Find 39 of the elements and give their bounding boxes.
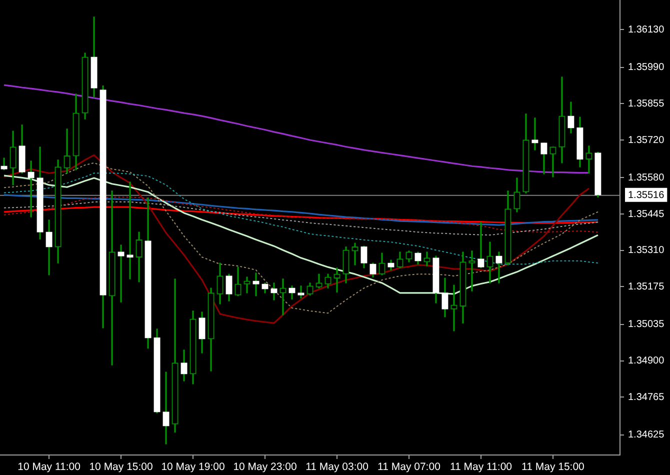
- candlestick: [162, 372, 170, 444]
- candlestick: [252, 272, 260, 296]
- y-tick-label: 1.35310: [628, 245, 665, 256]
- y-tick-label: 1.34625: [628, 430, 665, 441]
- x-tick-label: 11 May 03:00: [306, 461, 369, 474]
- y-tick-label: 1.35445: [628, 208, 665, 220]
- candlestick: [496, 252, 502, 284]
- y-tick-label: 1.35990: [628, 62, 665, 74]
- candlestick: [352, 242, 358, 266]
- candlestick: [118, 244, 124, 302]
- y-tick-label: 1.35175: [628, 281, 665, 292]
- y-tick-label: 1.34900: [628, 356, 665, 367]
- y-tick-label: 1.35855: [628, 98, 665, 110]
- y-tick-label: 1.36130: [628, 24, 665, 36]
- candlestick: [244, 276, 250, 294]
- x-tick-label: 10 May 15:00: [89, 461, 153, 474]
- candlestick: [298, 286, 304, 298]
- ref-line-label: 1.35516: [628, 190, 665, 202]
- candlestick: [450, 284, 458, 332]
- x-tick-label: 10 May 11:00: [18, 461, 81, 474]
- y-tick-label: 1.34765: [628, 392, 665, 403]
- y-tick-label: 1.35035: [628, 319, 665, 330]
- candlestick: [334, 268, 340, 292]
- y-tick-label: 1.35720: [628, 134, 665, 146]
- x-tick-label: 10 May 19:00: [161, 461, 225, 474]
- candlestick: [532, 118, 538, 150]
- candlestick: [108, 190, 116, 366]
- x-tick-label: 11 May 15:00: [522, 461, 585, 474]
- line-series: [4, 172, 598, 265]
- x-tick-label: 11 May 07:00: [378, 461, 441, 474]
- y-tick-label: 1.35580: [628, 172, 665, 184]
- candlestick: [468, 250, 476, 292]
- candlestick: [280, 278, 286, 316]
- candlestick: [586, 146, 592, 174]
- x-tick-label: 11 May 11:00: [450, 461, 512, 474]
- candlestick: [28, 160, 34, 218]
- x-tick-label: 10 May 23:00: [233, 461, 297, 474]
- candlestick: [126, 182, 134, 280]
- candlestick: [478, 222, 484, 268]
